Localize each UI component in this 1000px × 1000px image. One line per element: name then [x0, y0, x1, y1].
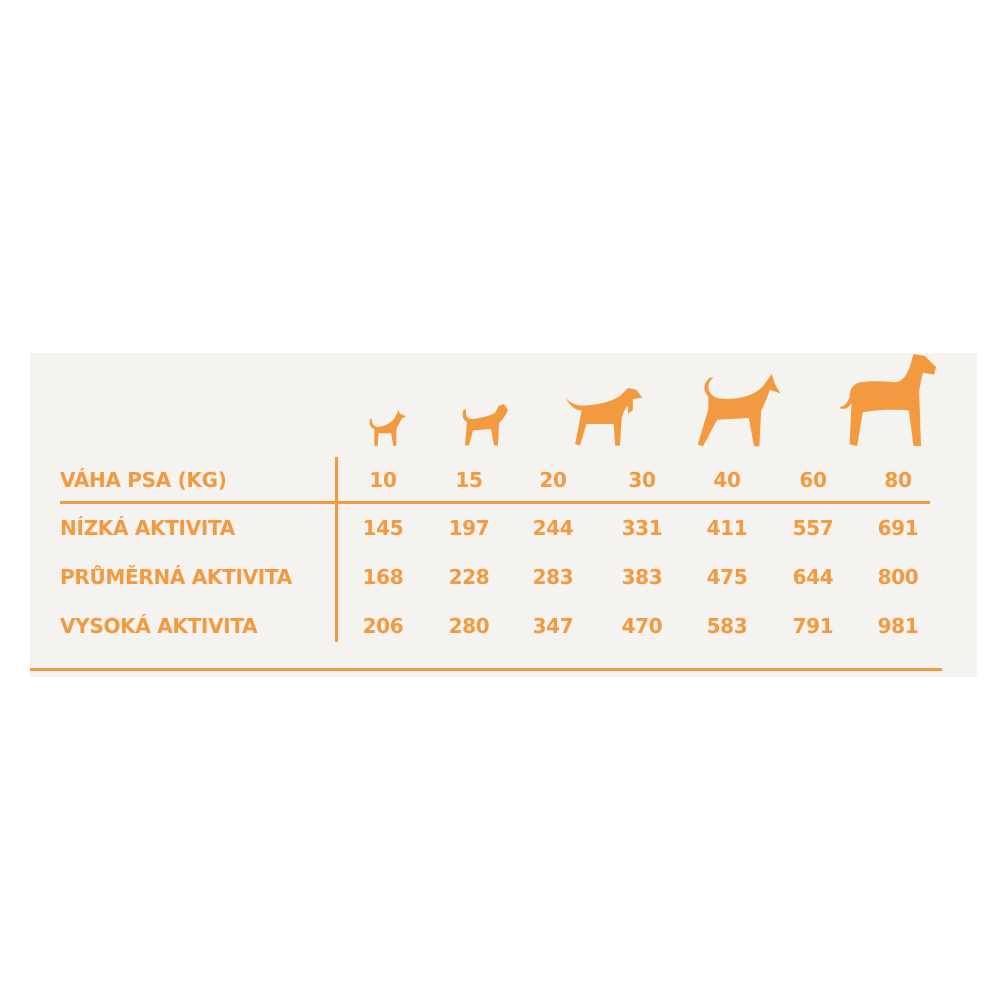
- weight-header-label: VÁHA PSA (KG): [60, 468, 227, 492]
- value-cell: 475: [706, 565, 748, 589]
- value-cell: 283: [532, 565, 574, 589]
- value-cell: 197: [448, 516, 490, 540]
- weight-cell: 20: [539, 468, 567, 492]
- weight-cell: 15: [455, 468, 483, 492]
- weight-cell: 10: [369, 468, 397, 492]
- row-label-medium: PRŮMĚRNÁ AKTIVITA: [60, 565, 292, 589]
- row-label-high: VYSOKÁ AKTIVITA: [60, 614, 258, 638]
- weight-cell: 40: [713, 468, 741, 492]
- value-cell: 280: [448, 614, 490, 638]
- value-cell: 557: [792, 516, 834, 540]
- value-cell: 691: [877, 516, 919, 540]
- value-cell: 383: [621, 565, 663, 589]
- value-cell: 331: [621, 516, 663, 540]
- value-cell: 583: [706, 614, 748, 638]
- value-cell: 644: [792, 565, 834, 589]
- value-cell: 145: [362, 516, 404, 540]
- boxer-icon: [462, 404, 508, 446]
- great-dane-icon: [840, 354, 937, 447]
- weight-cell: 60: [799, 468, 827, 492]
- row-label-low: NÍZKÁ AKTIVITA: [60, 516, 235, 540]
- value-cell: 168: [362, 565, 404, 589]
- weight-cell: 80: [884, 468, 912, 492]
- value-cell: 791: [792, 614, 834, 638]
- doberman-icon: [697, 374, 781, 447]
- value-cell: 206: [362, 614, 404, 638]
- value-cell: 800: [877, 565, 919, 589]
- header-divider: [60, 501, 930, 504]
- value-cell: 411: [706, 516, 748, 540]
- value-cell: 347: [532, 614, 574, 638]
- value-cell: 228: [448, 565, 490, 589]
- column-divider: [335, 457, 338, 642]
- weight-cell: 30: [628, 468, 656, 492]
- value-cell: 981: [877, 614, 919, 638]
- chihuahua-icon: [369, 410, 406, 446]
- value-cell: 470: [621, 614, 663, 638]
- hound-icon: [565, 388, 643, 446]
- value-cell: 244: [532, 516, 574, 540]
- bottom-divider: [30, 668, 942, 671]
